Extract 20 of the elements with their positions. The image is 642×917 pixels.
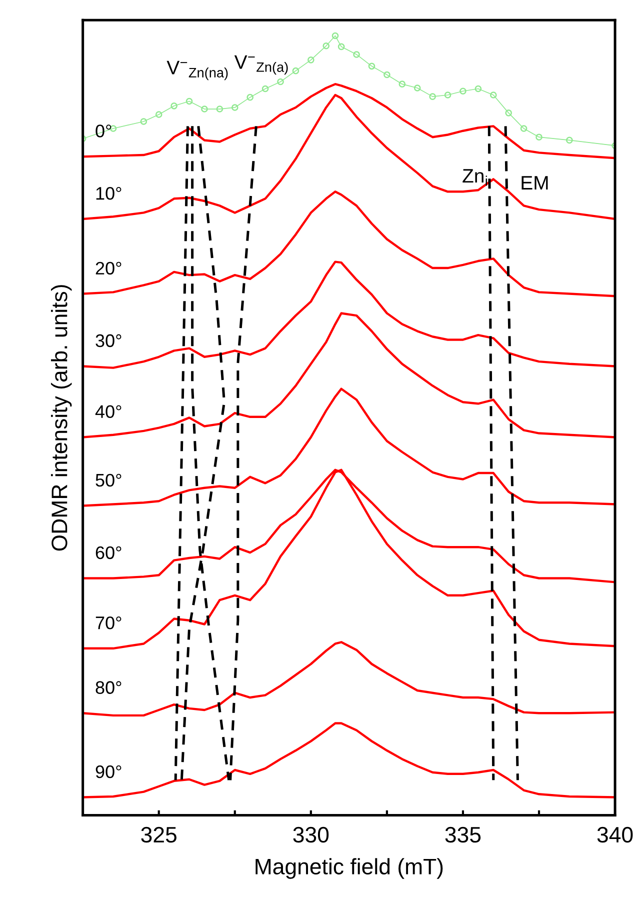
series-label: 80° [96, 681, 122, 694]
series-label: 30° [96, 334, 122, 348]
y-axis-title: ODMR intensity (arb. units) [50, 285, 72, 551]
series-label: 40° [95, 405, 122, 418]
series-label: 10° [96, 186, 122, 200]
annotation: Zn$_{i}$ [462, 169, 487, 186]
x-tick-label: 340 [597, 826, 633, 843]
annotation: EM [522, 176, 548, 190]
x-tick-label: 325 [141, 826, 176, 843]
annotation: V$^{−}$$_{Zn(na)}$ [166, 60, 228, 80]
series-label: 60° [96, 546, 122, 560]
x-axis-title: Magnetic field (mT) [256, 858, 443, 879]
series-label: 70° [96, 616, 122, 630]
series-label: 0° [96, 124, 112, 138]
series-label: 50° [96, 474, 122, 487]
x-tick-label: 335 [445, 826, 481, 843]
series-label: 90° [96, 765, 122, 778]
x-tick-label: 330 [293, 826, 329, 843]
annotation: V$^{−}$$_{Zn(a)}$ [234, 55, 288, 75]
series-label: 20° [96, 262, 122, 275]
